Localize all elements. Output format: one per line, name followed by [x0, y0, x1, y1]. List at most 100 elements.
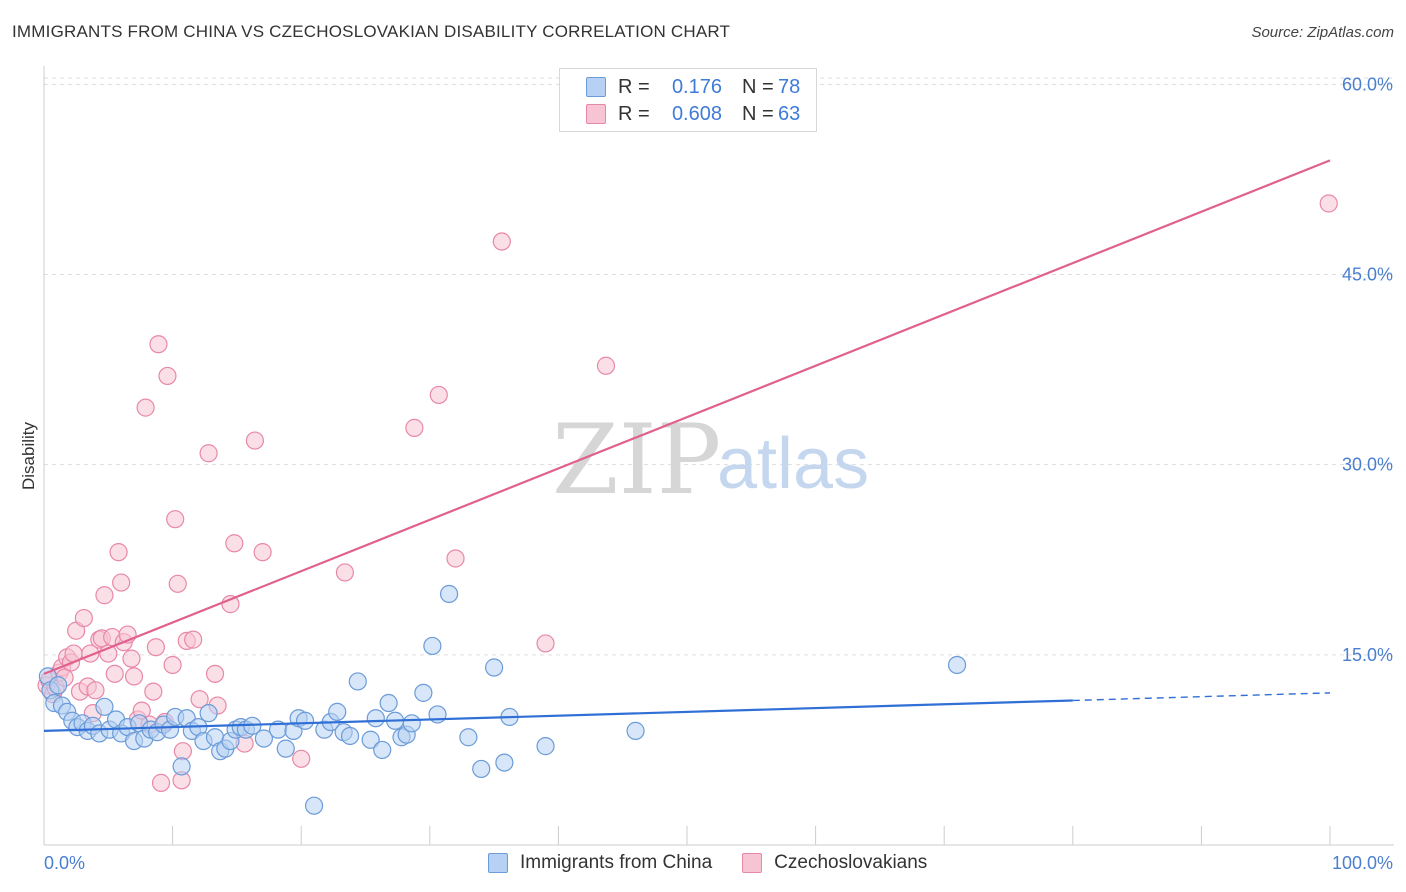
czechoslovakians-point [144, 682, 163, 701]
trend-lines [43, 159, 1331, 732]
legend: R = 0.176 N = 78 R = 0.608 N = 63 [559, 68, 817, 132]
y-tick-label: 45.0% [1342, 264, 1393, 284]
czechoslovakians-point [158, 366, 177, 386]
china-point [361, 730, 380, 749]
china-point [472, 759, 491, 779]
china-point [49, 676, 68, 695]
czechoslovakians-point [122, 649, 141, 668]
series-swatch-czechoslovakians [742, 853, 763, 873]
china-point [423, 636, 442, 656]
czechoslovakians-point [405, 418, 424, 437]
china-point [199, 704, 218, 723]
china-point [402, 714, 421, 733]
china-point [348, 672, 367, 691]
china-point [328, 702, 347, 721]
series-label-czechoslovakians: Czechoslovakians [774, 852, 928, 873]
china-point [304, 796, 324, 815]
china-point [295, 711, 315, 730]
series-legend: Immigrants from China Czechoslovakians [488, 852, 957, 874]
china-point [340, 726, 360, 746]
axes [43, 66, 1394, 846]
czechoslovakians-point [105, 664, 124, 683]
czechoslovakians-point [151, 773, 171, 792]
czechoslovakians-point [149, 335, 168, 354]
china-point [485, 658, 504, 677]
china-point [366, 709, 385, 728]
czechoslovakians-point [335, 563, 355, 582]
y-tick-label: 15.0% [1342, 645, 1393, 665]
czechoslovakians-point [205, 664, 225, 683]
china-point [439, 584, 459, 604]
series-legend-china[interactable]: Immigrants from China [488, 852, 712, 874]
czechoslovakians-point [109, 543, 128, 562]
legend-r-value: 0.176 [671, 75, 722, 98]
czechoslovakians-point [163, 655, 182, 675]
czechoslovakians-point [74, 608, 93, 628]
czechoslovakians-point [112, 573, 131, 592]
czechoslovakians-point [166, 510, 185, 529]
czechoslovakians-point [173, 742, 192, 761]
y-tick-label: 30.0% [1342, 455, 1393, 475]
czechoslovakians-point [253, 543, 272, 562]
watermark: ZIP atlas [552, 404, 869, 516]
czechoslovakians-point [596, 356, 616, 375]
series-label-china: Immigrants from China [520, 852, 713, 873]
legend-row-czechoslovakians: R = 0.608 N = 63 [586, 102, 800, 126]
czechoslovakians-point [492, 232, 511, 251]
watermark-atlas: atlas [717, 424, 869, 504]
tick-labels: 15.0% 30.0% 45.0% 60.0% 0.0% 100.0% [44, 74, 1393, 873]
x-tick-label: 100.0% [1332, 853, 1393, 873]
czechoslovakians-point [199, 444, 218, 463]
china-point [172, 757, 191, 776]
china-point [373, 740, 392, 760]
series-legend-czechoslovakians[interactable]: Czechoslovakians [742, 852, 927, 874]
legend-r-value: 0.608 [671, 102, 722, 125]
legend-swatch-czechoslovakians [586, 104, 606, 124]
legend-swatch-china [586, 77, 606, 97]
czechoslovakians-point [124, 667, 144, 686]
czechoslovakians-point [136, 398, 155, 417]
czechoslovakians-point [1319, 194, 1338, 213]
china-point [626, 721, 645, 740]
series-swatch-china [488, 853, 508, 873]
legend-r-label: R = [618, 75, 650, 98]
czechoslovakians-point [95, 586, 114, 605]
czechoslovakians-point [221, 595, 240, 614]
china-point [414, 683, 433, 702]
czechoslovakians-point [168, 574, 187, 593]
czechoslovakians-trend-line [43, 159, 1331, 675]
czechoslovakians-point [429, 385, 448, 405]
legend-row-china: R = 0.176 N = 78 [586, 75, 800, 99]
czechoslovakians-point [446, 549, 465, 568]
legend-n-value: 63 [778, 102, 801, 125]
legend-n-label: N = [742, 102, 774, 125]
source-label: Source: ZipAtlas.com [1251, 24, 1394, 41]
china-point [379, 693, 398, 713]
china-point [95, 697, 114, 716]
czechoslovakians-point [292, 749, 311, 768]
czechoslovakians-point [146, 638, 165, 657]
legend-n-label: N = [742, 75, 774, 98]
czechoslovakians-point [190, 690, 209, 709]
china-point [495, 753, 514, 772]
y-tick-label: 60.0% [1342, 74, 1393, 94]
china-trend-line [43, 699, 1073, 732]
czechoslovakians-point [225, 534, 244, 553]
china-point [459, 728, 478, 747]
china-point [276, 739, 295, 758]
china-point [254, 729, 274, 748]
china-trend-extension [1072, 692, 1331, 702]
legend-r-label: R = [618, 102, 650, 125]
gridlines [44, 77, 1394, 656]
chart-title: IMMIGRANTS FROM CHINA VS CZECHOSLOVAKIAN… [12, 22, 731, 41]
czechoslovakians-point [245, 431, 265, 450]
czechoslovakians-point [184, 630, 203, 649]
czechoslovakians-point [536, 634, 555, 653]
legend-n-value: 78 [778, 75, 801, 98]
czechoslovakians-point [86, 681, 105, 700]
y-axis-label: Disability [19, 421, 38, 490]
china-point [947, 655, 967, 675]
china-point [536, 737, 555, 756]
x-tick-label: 0.0% [44, 853, 85, 873]
